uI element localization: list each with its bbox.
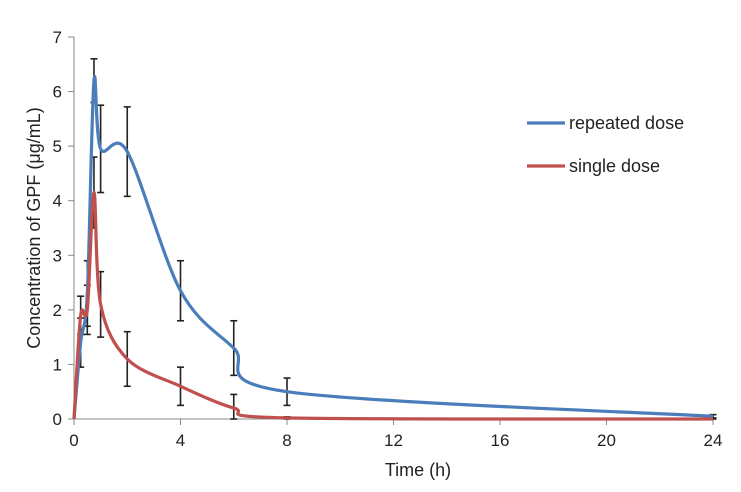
x-tick-label: 0 xyxy=(69,431,78,450)
y-tick-label: 6 xyxy=(53,83,62,102)
x-tick-label: 12 xyxy=(384,431,403,450)
y-tick-label: 5 xyxy=(53,137,62,156)
y-tick-label: 3 xyxy=(53,246,62,265)
x-tick-label: 8 xyxy=(282,431,291,450)
legend: repeated dose single dose xyxy=(527,113,684,176)
x-tick-label: 24 xyxy=(704,431,723,450)
legend-label-repeated-dose: repeated dose xyxy=(569,113,684,133)
series-line-single-dose xyxy=(72,190,714,421)
x-tick-label: 20 xyxy=(597,431,616,450)
x-axis-title: Time (h) xyxy=(385,460,451,480)
x-tick-label: 16 xyxy=(491,431,510,450)
y-axis-title: Concentration of GPF (μg/mL) xyxy=(24,107,44,348)
y-tick-label: 2 xyxy=(53,301,62,320)
x-tick-label: 4 xyxy=(176,431,185,450)
y-tick-label: 1 xyxy=(53,355,62,374)
y-tick-label: 0 xyxy=(53,410,62,429)
y-tick-label: 7 xyxy=(53,28,62,47)
y-tick-label: 4 xyxy=(53,192,62,211)
legend-label-single-dose: single dose xyxy=(569,156,660,176)
series-lines xyxy=(72,75,714,421)
